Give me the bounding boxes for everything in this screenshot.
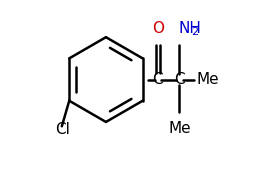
Text: Cl: Cl xyxy=(55,122,70,137)
Text: C: C xyxy=(153,72,163,87)
Text: O: O xyxy=(152,21,164,36)
Text: Me: Me xyxy=(168,121,191,136)
Text: NH: NH xyxy=(179,21,201,36)
Text: Me: Me xyxy=(197,72,220,87)
Text: C: C xyxy=(174,72,185,87)
Text: 2: 2 xyxy=(191,27,198,37)
